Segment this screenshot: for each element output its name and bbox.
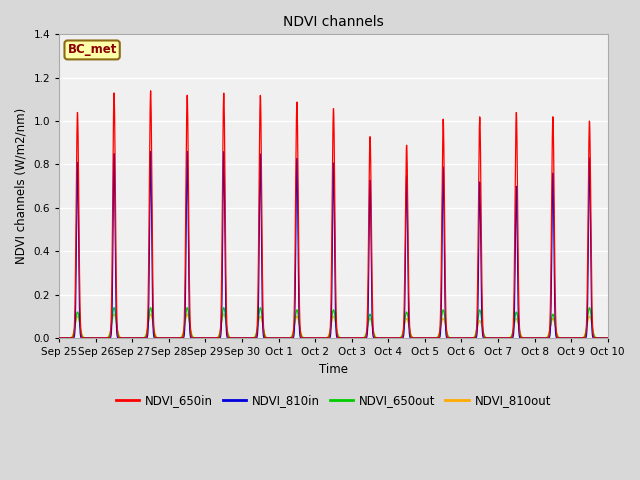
X-axis label: Time: Time [319, 362, 348, 375]
Title: NDVI channels: NDVI channels [283, 15, 384, 29]
Text: BC_met: BC_met [67, 44, 117, 57]
Legend: NDVI_650in, NDVI_810in, NDVI_650out, NDVI_810out: NDVI_650in, NDVI_810in, NDVI_650out, NDV… [111, 389, 556, 412]
Y-axis label: NDVI channels (W/m2/nm): NDVI channels (W/m2/nm) [15, 108, 28, 264]
